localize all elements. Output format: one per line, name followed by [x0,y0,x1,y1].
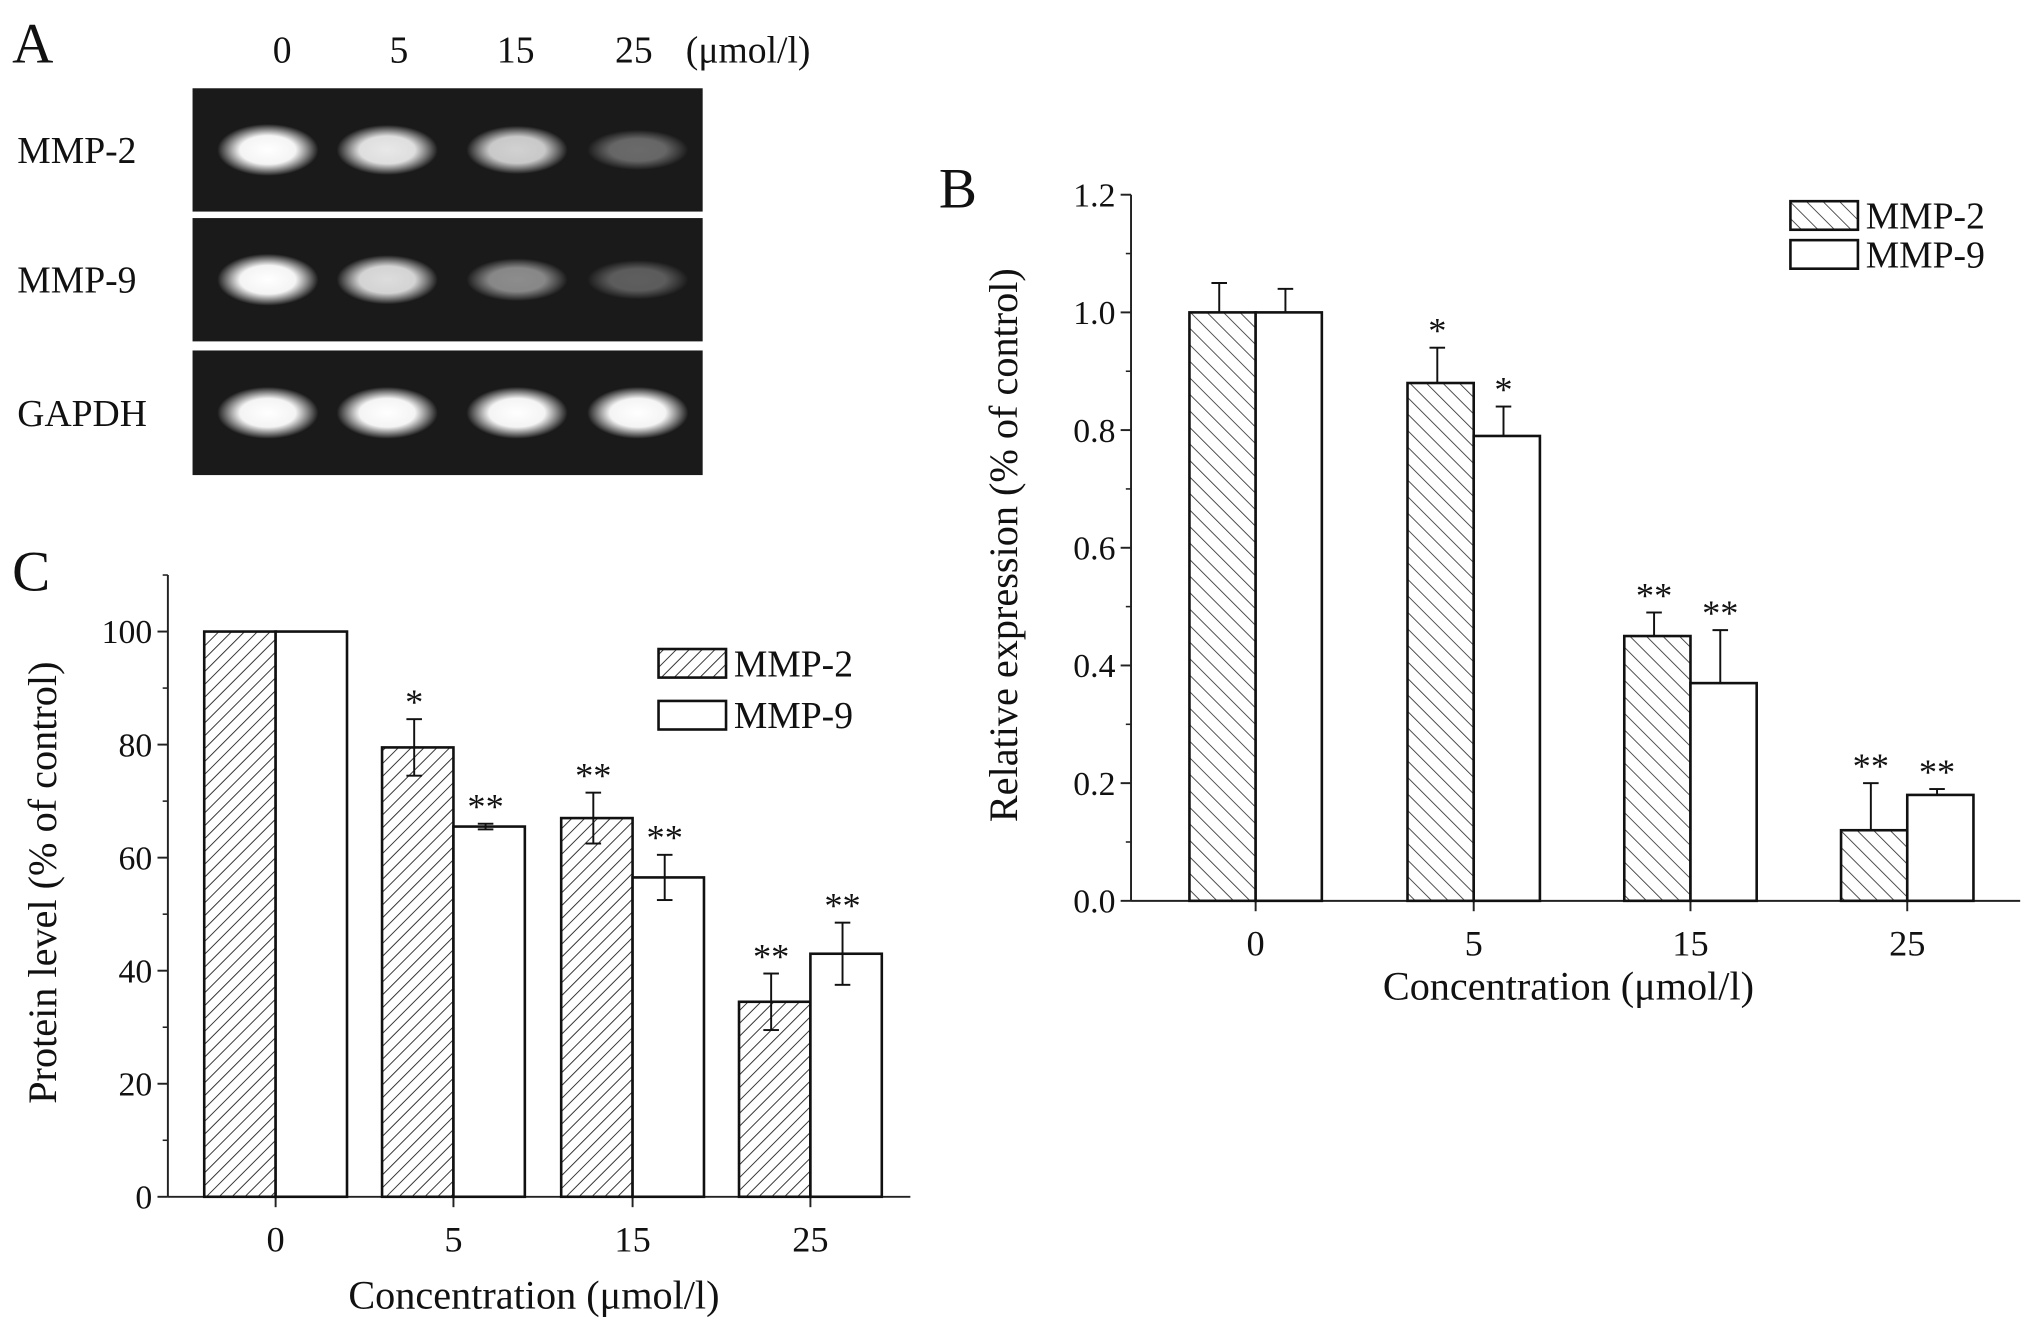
x-tick-label: 5 [1465,923,1483,963]
y-tick-label: 0.2 [1073,766,1115,803]
bar-mmp-9 [631,876,706,1199]
y-tick-label: 0.8 [1073,413,1115,450]
lane-label: 15 [497,29,535,71]
significance-mark: ** [647,818,683,858]
y-axis-label: Relative expression (% of control) [981,268,1026,822]
gel-band [336,255,438,305]
bar-mmp-9 [809,952,884,1199]
y-tick-label: 1.0 [1073,295,1115,332]
significance-mark: ** [575,755,611,795]
panel-b-chart: B0.00.20.40.60.81.01.20 5**15** **25** **Co… [939,158,2021,1008]
gel-band [217,253,319,306]
panel-a-gel: A 0 5 15 25 (μmol/l) MMP-2 MMP-9 GAPDH [12,12,811,476]
bar-mmp-9 [1689,681,1758,903]
x-tick-label: 25 [792,1219,828,1259]
bar-mmp-2 [202,630,277,1199]
x-tick-label: 15 [614,1219,650,1259]
x-axis-label: Concentration (μmol/l) [1383,963,1754,1008]
significance-mark: * [405,682,423,722]
bar-mmp-2 [1188,311,1257,903]
lane-label: 0 [273,29,292,71]
row-label: MMP-9 [17,260,136,302]
y-tick-label: 40 [119,953,153,990]
bar-mmp-9 [1254,311,1324,903]
legend-swatch [657,647,728,679]
legend-label: MMP-9 [1866,234,1985,276]
bar-mmp-2 [1839,828,1909,903]
bar-mmp-2 [1406,381,1476,903]
x-tick-label: 5 [444,1219,462,1259]
bar-mmp-2 [1622,634,1692,903]
gel-band [587,260,689,300]
y-tick-label: 0 [135,1179,152,1216]
y-tick-label: 20 [119,1066,153,1103]
gel-band [466,258,568,302]
legend-label: MMP-2 [734,643,853,685]
gel-band [217,123,319,176]
x-tick-label: 15 [1672,923,1708,963]
lane-label: 5 [390,29,409,71]
significance-mark: ** [824,885,860,925]
bar-mmp-9 [1472,434,1542,903]
x-tick-label: 0 [1247,923,1265,963]
legend-label: MMP-9 [734,695,853,737]
y-tick-label: 100 [102,614,153,651]
gel-band [217,386,319,439]
significance-mark: ** [753,936,789,976]
bar-mmp-9 [452,825,527,1199]
bar-mmp-9 [1905,793,1975,903]
panel-label: C [12,541,50,604]
bar-mmp-2 [380,746,455,1199]
gel-band [336,386,438,439]
lane-unit: (μmol/l) [686,29,811,71]
significance-mark: * [1494,369,1512,409]
y-tick-label: 0.6 [1073,530,1115,567]
y-tick-label: 1.2 [1073,177,1115,214]
row-label: GAPDH [17,393,147,435]
legend-swatch [1789,199,1860,232]
gel-band [466,386,568,439]
y-tick-label: 60 [119,840,153,877]
legend-swatch [657,699,728,731]
y-tick-label: 0.4 [1073,648,1115,685]
x-tick-label: 0 [267,1219,285,1259]
gel-band [336,124,438,175]
gel-band [587,129,689,170]
significance-mark: ** [1919,752,1955,792]
panel-label: A [12,12,53,75]
x-axis-label: Concentration (μmol/l) [348,1272,719,1317]
legend-label: MMP-2 [1866,195,1985,237]
gel-band [587,386,689,439]
bar-mmp-9 [274,630,349,1199]
bar-mmp-2 [737,1000,812,1199]
x-tick-label: 25 [1889,923,1925,963]
lane-label: 25 [615,29,653,71]
y-tick-label: 80 [119,727,153,764]
significance-mark: ** [467,787,503,827]
y-tick-label: 0.0 [1073,884,1115,921]
significance-mark: * [1428,311,1446,351]
significance-mark: ** [1853,746,1889,786]
row-label: MMP-2 [17,130,136,172]
significance-mark: ** [1636,575,1672,615]
panel-label: B [939,158,977,221]
gel-band [466,125,568,175]
y-axis-label: Protein level (% of control) [20,662,65,1104]
bar-mmp-2 [559,816,634,1199]
significance-mark: ** [1702,593,1738,633]
legend-swatch [1789,238,1860,270]
